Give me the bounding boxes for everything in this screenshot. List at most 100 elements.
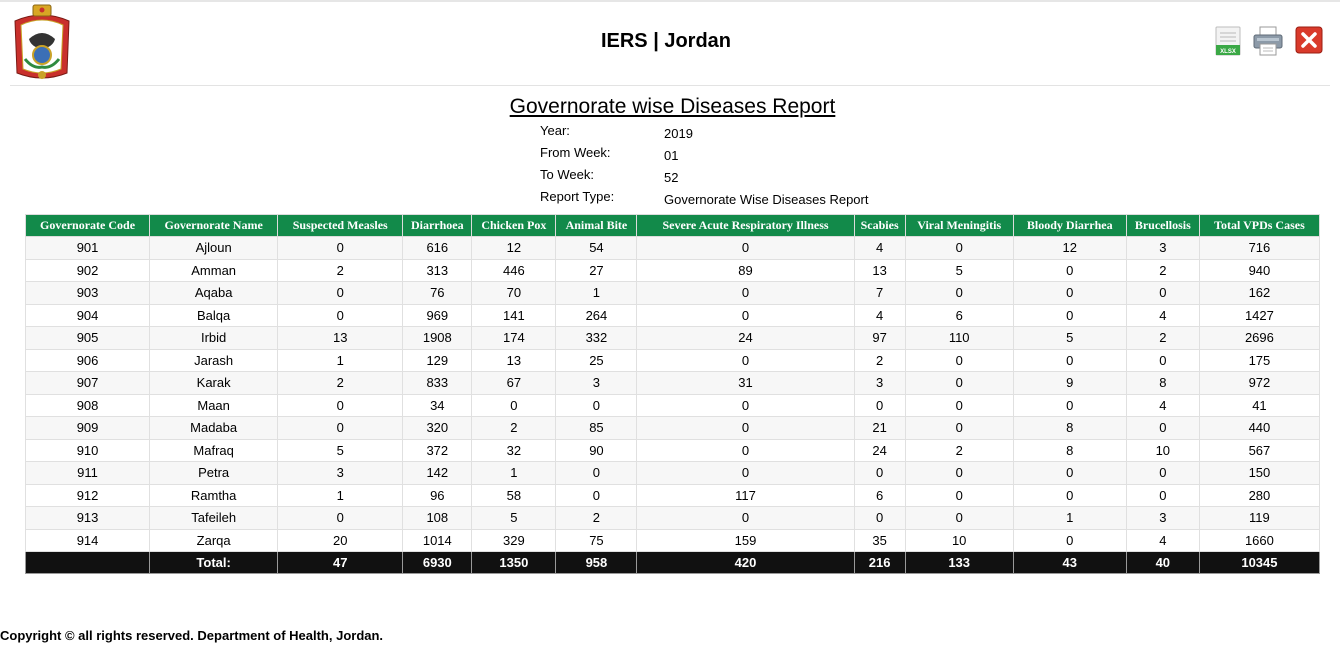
table-cell: 8 — [1125, 371, 1200, 395]
total-cell: 958 — [555, 551, 638, 574]
page-header: IERS | Jordan XLSX — [0, 0, 1340, 86]
table-cell: 97 — [853, 326, 906, 350]
table-cell: 0 — [904, 348, 1014, 372]
table-cell: 0 — [277, 416, 404, 440]
total-row: Total: 47 6930 1350 958 420 216 133 43 40 10345 — [24, 551, 1321, 574]
table-cell: Karak — [149, 371, 279, 395]
table-cell: 440 — [1198, 416, 1321, 440]
table-cell: 902 — [24, 258, 151, 282]
table-cell: 20 — [277, 528, 404, 552]
table-cell: 0 — [636, 438, 855, 462]
table-cell: 6 — [853, 483, 906, 507]
table-cell: 0 — [1125, 483, 1200, 507]
table-cell: 0 — [277, 303, 404, 327]
param-label: To Week: — [540, 167, 594, 182]
table-cell: 1908 — [402, 326, 473, 350]
column-header: Suspected Measles — [277, 214, 404, 237]
table-cell: 1 — [277, 348, 404, 372]
table-cell: 13 — [277, 326, 404, 350]
table-cell: Amman — [149, 258, 279, 282]
table-cell: 833 — [402, 371, 473, 395]
table-cell: 1 — [555, 281, 638, 305]
print-button[interactable] — [1252, 26, 1284, 56]
table-cell: 13 — [471, 348, 557, 372]
table-cell: 0 — [1012, 461, 1127, 485]
table-row: 903 Aqaba 0 76 70 1 0 7 0 0 0 162 — [24, 281, 1321, 305]
table-cell: 10 — [904, 528, 1014, 552]
column-header: Chicken Pox — [471, 214, 557, 237]
export-xlsx-button[interactable]: XLSX — [1214, 26, 1242, 56]
param-value: 52 — [664, 170, 679, 185]
table-cell: 67 — [471, 371, 557, 395]
header-divider — [10, 85, 1330, 86]
table-cell: 909 — [24, 416, 151, 440]
total-cell: 10345 — [1198, 551, 1321, 574]
total-cell: 133 — [904, 551, 1014, 574]
table-footer: Total: 47 6930 1350 958 420 216 133 43 40 10345 — [24, 551, 1321, 574]
column-header: Governorate Name — [149, 214, 279, 237]
table-cell: 2 — [471, 416, 557, 440]
table-cell: 1427 — [1198, 303, 1321, 327]
table-cell: 174 — [471, 326, 557, 350]
close-icon — [1295, 26, 1323, 54]
close-button[interactable] — [1295, 26, 1323, 54]
table-cell: 162 — [1198, 281, 1321, 305]
table-body: 901 Ajloun 0 616 12 54 0 4 0 12 3 716 902 Amman 2 313 44… — [24, 236, 1321, 552]
table-cell: 108 — [402, 506, 473, 530]
table-cell: 159 — [636, 528, 855, 552]
table-cell: Madaba — [149, 416, 279, 440]
table-row: 902 Amman 2 313 446 27 89 13 5 0 2 940 — [24, 258, 1321, 282]
table-cell: 12 — [471, 236, 557, 260]
table-cell: 2 — [904, 438, 1014, 462]
table-cell: 58 — [471, 483, 557, 507]
table-cell: 313 — [402, 258, 473, 282]
column-header: Diarrhoea — [402, 214, 473, 237]
header-row: Governorate Code Governorate Name Suspecte… — [24, 214, 1321, 237]
table-row: 911 Petra 3 142 1 0 0 0 0 0 0 150 — [24, 461, 1321, 485]
table-cell: 0 — [636, 281, 855, 305]
column-header: Governorate Code — [24, 214, 151, 237]
table-cell: 75 — [555, 528, 638, 552]
table-cell: 1660 — [1198, 528, 1321, 552]
table-cell: 903 — [24, 281, 151, 305]
column-header: Severe Acute Respiratory Illness — [636, 214, 855, 237]
total-cell: 420 — [636, 551, 855, 574]
total-cell: 1350 — [471, 551, 557, 574]
table-cell: 90 — [555, 438, 638, 462]
column-header: Bloody Diarrhea — [1012, 214, 1127, 237]
table-cell: 141 — [471, 303, 557, 327]
table-cell: 906 — [24, 348, 151, 372]
table-cell: 27 — [555, 258, 638, 282]
table-cell: 25 — [555, 348, 638, 372]
table-cell: 3 — [555, 371, 638, 395]
table-cell: 4 — [1125, 393, 1200, 417]
column-header: Animal Bite — [555, 214, 638, 237]
table-cell: 0 — [636, 303, 855, 327]
report-title: Governorate wise Diseases Report — [509, 95, 836, 118]
table-cell: 2 — [277, 258, 404, 282]
table-row: 907 Karak 2 833 67 3 31 3 0 9 8 972 — [24, 371, 1321, 395]
table-cell: Balqa — [149, 303, 279, 327]
table-cell: 32 — [471, 438, 557, 462]
table-cell: 0 — [555, 393, 638, 417]
table-cell: 0 — [1125, 281, 1200, 305]
param-label: Report Type: — [540, 189, 615, 204]
table-cell: 716 — [1198, 236, 1321, 260]
table-cell: 9 — [1012, 371, 1127, 395]
table-cell: 940 — [1198, 258, 1321, 282]
table-cell: 35 — [853, 528, 906, 552]
table-cell: 3 — [1125, 236, 1200, 260]
table-cell: 1 — [277, 483, 404, 507]
table-cell: 0 — [1012, 393, 1127, 417]
table-cell: 0 — [1125, 348, 1200, 372]
table-cell: Petra — [149, 461, 279, 485]
table-cell: 0 — [853, 393, 906, 417]
table-cell: Ajloun — [149, 236, 279, 260]
table-cell: 0 — [904, 281, 1014, 305]
table-cell: 96 — [402, 483, 473, 507]
table-cell: 0 — [277, 236, 404, 260]
table-cell: 0 — [1125, 416, 1200, 440]
table-cell: 0 — [1012, 258, 1127, 282]
table-cell: 5 — [471, 506, 557, 530]
table-cell: 0 — [904, 236, 1014, 260]
